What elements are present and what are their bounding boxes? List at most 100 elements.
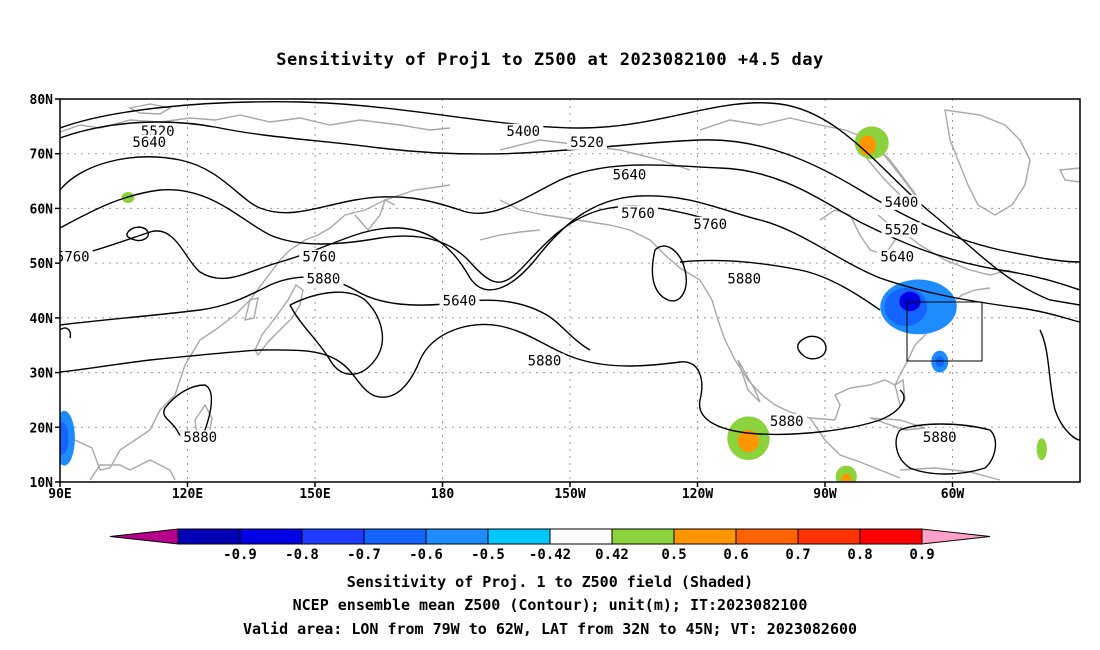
contour-label-bg [724, 271, 765, 287]
colorbar-swatch [425, 528, 489, 545]
contour-label: 5760 [693, 217, 727, 233]
contour-label: 5640 [880, 250, 914, 266]
contour-label-bg [881, 222, 922, 238]
lat-tick-label: 60N [30, 202, 54, 217]
contour-label: 5760 [56, 250, 90, 266]
sensitivity-blob [859, 135, 876, 156]
contour-label: 5640 [443, 293, 477, 309]
coastline-aleutians [479, 229, 541, 241]
contour-5760-a [60, 195, 1080, 323]
contour-label: 5880 [770, 414, 804, 430]
coastline-east-asia [60, 184, 451, 471]
footer-line-2: NCEP ensemble mean Z500 (Contour); unit(… [292, 596, 808, 614]
colorbar-label: 0.5 [661, 547, 686, 563]
contour-5760-b [60, 189, 721, 283]
contour-label-bg [60, 249, 93, 265]
colorbar-swatch [549, 528, 613, 545]
colorbar: -0.9 -0.8 -0.7 -0.6 -0.5 -0.42 0.42 0.5 0.6 0.7 0.… [109, 528, 991, 563]
contour-5880-c [679, 259, 881, 311]
footer-line-3: Valid area: LON from 79W to 62W, LAT fro… [242, 620, 858, 638]
contour-closed-small [126, 226, 149, 242]
colorbar-label: -0.8 [285, 547, 319, 563]
contour-label-bg [303, 271, 344, 287]
sensitivity-blob [1036, 438, 1047, 461]
colorbar-label: -0.7 [347, 547, 381, 563]
colorbar-label: 0.7 [785, 547, 810, 563]
contour-label: 5880 [183, 430, 217, 446]
contour-label: 5520 [885, 222, 919, 238]
sensitivity-shading [60, 126, 1047, 482]
contour-label: 5640 [613, 168, 647, 184]
coastline-japan [254, 283, 304, 357]
coastline-central-america [809, 417, 901, 479]
footer-line-1: Sensitivity of Proj. 1 to Z500 field (Sh… [346, 573, 754, 591]
coastline-alaska [499, 199, 713, 301]
coastline-gulf [834, 287, 991, 421]
contour-5880-g [163, 384, 213, 443]
contour-5880-d [651, 245, 687, 302]
colorbar-label: 0.6 [723, 547, 748, 563]
lon-tick-label: 60W [941, 487, 965, 502]
contour-label: 5400 [885, 195, 919, 211]
lat-tick-label: 20N [30, 421, 54, 436]
colorbar-max-triangle [921, 528, 991, 545]
contour-label-bg [609, 167, 650, 183]
sensitivity-blob [899, 291, 921, 312]
colorbar-swatch [797, 528, 861, 545]
sensitivity-blob [737, 430, 760, 452]
lon-tick-label: 90E [48, 487, 71, 502]
z500-contours [60, 101, 1080, 475]
valid-area-box [906, 301, 983, 362]
contour-label-bg [524, 353, 565, 369]
contour-5880-a [60, 323, 905, 436]
contour-label-bg [129, 134, 170, 150]
contour-label: 5880 [923, 430, 957, 446]
contour-5760-c [60, 276, 591, 351]
contour-label: 5760 [621, 206, 655, 222]
contour-5880-b [289, 291, 384, 375]
coastline-iceland [1058, 167, 1080, 183]
contour-5520-a [60, 121, 1080, 263]
contour-label: 5760 [302, 250, 336, 266]
lat-tick-label: 40N [30, 312, 54, 327]
lat-tick-label: 70N [30, 148, 54, 163]
colorbar-label: 0.42 [595, 547, 629, 563]
lat-tick-label: 30N [30, 367, 54, 382]
contour-label-bg [877, 249, 918, 265]
coastline-labrador [899, 229, 1011, 276]
contour-label-bg [618, 205, 658, 221]
lon-tick-label: 120E [172, 487, 203, 502]
coastline-china-sea [89, 464, 131, 481]
contour-5880-f [895, 423, 997, 475]
colorbar-swatch [859, 528, 923, 545]
coastline-borneo [129, 459, 176, 481]
contour-label-bg [919, 430, 960, 446]
colorbar-swatch [735, 528, 799, 545]
coastline-kamchatka [354, 199, 396, 232]
sensitivity-blob [841, 473, 852, 482]
coastline-canada-arctic [699, 117, 921, 201]
sensitivity-blob [935, 356, 944, 368]
contour-label-bg [881, 194, 922, 210]
contour-closed-west [60, 327, 72, 339]
contour-5880-e [797, 335, 827, 360]
contour-label: 5400 [506, 124, 540, 140]
lat-tick-label: 10N [30, 476, 54, 491]
coastline-korea [244, 297, 259, 321]
contour-label-bg [690, 216, 731, 232]
colorbar-swatch [177, 528, 241, 545]
coastline-baja [737, 359, 761, 403]
contour-label-bg [503, 123, 544, 139]
colorbar-swatch [363, 528, 427, 545]
contour-label-bg [299, 249, 340, 265]
contour-label-bg [180, 430, 221, 446]
contour-label-bg [567, 134, 607, 150]
colorbar-swatch [673, 528, 737, 545]
page-title: Sensitivity of Proj1 to Z500 at 20230821… [276, 50, 824, 70]
lon-tick-label: 150W [554, 487, 585, 502]
lat-tick-label: 50N [30, 257, 54, 272]
lon-tick-label: 150E [299, 487, 330, 502]
sensitivity-blob [60, 421, 69, 455]
